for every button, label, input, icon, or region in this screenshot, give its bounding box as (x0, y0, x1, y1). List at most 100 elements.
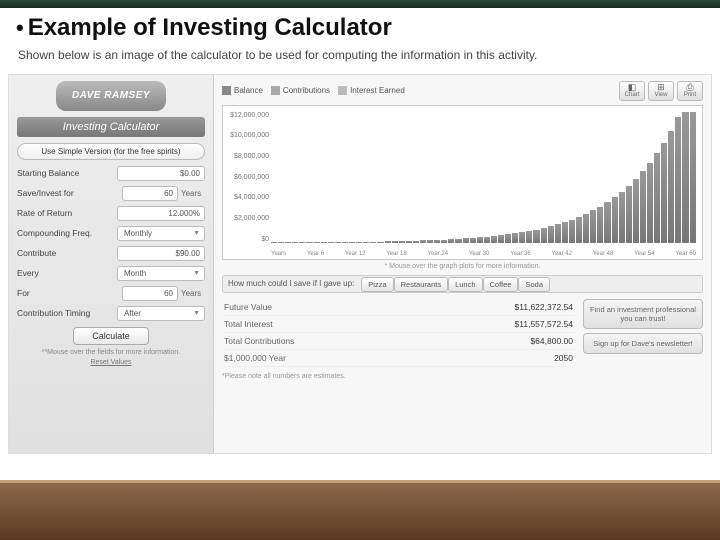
chart-bar (640, 171, 646, 242)
chart-bar (690, 112, 696, 243)
calculator-app: DAVE RAMSEY Investing Calculator Use Sim… (8, 74, 712, 454)
legend-swatch-balance (222, 86, 231, 95)
chart-bar (512, 233, 518, 242)
future-value: $11,622,372.54 (515, 302, 573, 312)
chart-bar (682, 112, 688, 243)
results-panel: Balance Contributions Interest Earned ◧C… (214, 75, 711, 453)
chart-bar (406, 241, 412, 243)
chart-icon: ◧ (628, 83, 637, 92)
chart-bar (427, 240, 433, 242)
save-for-label: Save/Invest for (17, 188, 74, 198)
for-label: For (17, 288, 30, 298)
contribute-input[interactable]: $90.00 (117, 246, 205, 261)
chart-button[interactable]: ◧Chart (619, 81, 645, 101)
chart-bar (477, 237, 483, 242)
every-label: Every (17, 268, 39, 278)
save-for-input[interactable]: 60 (122, 186, 178, 201)
save-chip-coffee[interactable]: Coffee (483, 277, 519, 292)
slide-footer-strip (0, 480, 720, 540)
chart-bar (576, 217, 582, 243)
chart-bar (470, 238, 476, 243)
chevron-down-icon: ▼ (193, 310, 200, 317)
future-value-label: Future Value (224, 302, 272, 312)
save-if-label: How much could I save if I gave up: (228, 279, 354, 288)
legend-swatch-interest (338, 86, 347, 95)
slide-title: Example of Investing Calculator (28, 14, 392, 41)
fields-hint: **Mouse over the fields for more informa… (17, 349, 205, 356)
chart-bar (569, 220, 575, 243)
chart-bar (441, 240, 447, 243)
save-for-suffix: Years (181, 189, 205, 198)
results-footnote: *Please note all numbers are estimates. (222, 373, 575, 380)
chart-bar (590, 210, 596, 242)
timing-label: Contribution Timing (17, 308, 90, 318)
total-contrib-label: Total Contributions (224, 336, 294, 346)
chart-bar (548, 226, 554, 242)
chart-bar (597, 207, 603, 243)
print-icon: ⎙ (686, 83, 693, 92)
chart-bar (370, 242, 376, 243)
chart-bar (668, 131, 674, 243)
chart-bar (519, 232, 525, 242)
compounding-select[interactable]: Monthly▼ (117, 226, 205, 241)
legend-interest: Interest Earned (350, 86, 405, 95)
chart-bar (675, 117, 681, 243)
calculate-button[interactable]: Calculate (73, 327, 149, 345)
chart-hint: * Mouse over the graph plots for more in… (222, 263, 703, 270)
chart-bar (484, 237, 490, 243)
starting-balance-input[interactable]: $0.00 (117, 166, 205, 181)
chart-bar (463, 238, 469, 242)
chart-bar (654, 153, 660, 242)
for-input[interactable]: 60 (122, 286, 178, 301)
chart-bar (505, 234, 511, 242)
intro-text: Shown below is an image of the calculato… (0, 44, 720, 70)
chart-bar (491, 236, 497, 243)
slide-accent-bar (0, 0, 720, 8)
contribute-label: Contribute (17, 248, 56, 258)
print-button[interactable]: ⎙Print (677, 81, 703, 101)
chart-bar (555, 224, 561, 242)
reset-link[interactable]: Reset Values (17, 359, 205, 366)
legend-balance: Balance (234, 86, 263, 95)
results-table: Future Value $11,622,372.54 Total Interes… (222, 299, 575, 380)
chart-bar (377, 242, 383, 243)
save-chip-lunch[interactable]: Lunch (448, 277, 482, 292)
chart-bar (448, 239, 454, 242)
chart-bar (420, 240, 426, 242)
save-chip-restaurants[interactable]: Restaurants (394, 277, 448, 292)
growth-chart[interactable]: $12,000,000$10,000,000$8,000,000$6,000,0… (222, 105, 703, 260)
chart-bar (335, 242, 341, 243)
cta-find-pro[interactable]: Find an investment professional you can … (583, 299, 703, 329)
chevron-down-icon: ▼ (193, 230, 200, 237)
chart-bar (392, 241, 398, 242)
chart-bar (526, 231, 532, 243)
every-select[interactable]: Month▼ (117, 266, 205, 281)
view-button[interactable]: ⊞View (648, 81, 674, 101)
total-interest-label: Total Interest (224, 319, 273, 329)
chart-bar (356, 242, 362, 243)
chart-bar (661, 143, 667, 243)
legend-swatch-contrib (271, 86, 280, 95)
input-panel: DAVE RAMSEY Investing Calculator Use Sim… (9, 75, 214, 453)
chart-bar (633, 179, 639, 243)
use-simple-button[interactable]: Use Simple Version (for the free spirits… (17, 143, 205, 160)
chart-bar (562, 222, 568, 242)
chart-bar (399, 241, 405, 243)
chart-bar (498, 235, 504, 242)
cta-newsletter[interactable]: Sign up for Dave's newsletter! (583, 333, 703, 354)
million-year-label: $1,000,000 Year (224, 353, 286, 363)
save-chip-soda[interactable]: Soda (518, 277, 550, 292)
chart-bar (434, 240, 440, 243)
rate-label: Rate of Return (17, 208, 72, 218)
panel-title: Investing Calculator (17, 117, 205, 137)
rate-input[interactable]: 12.000% (117, 206, 205, 221)
chart-bar (626, 186, 632, 243)
chart-bar (413, 241, 419, 243)
total-contrib: $64,800.00 (530, 336, 573, 346)
timing-select[interactable]: After▼ (117, 306, 205, 321)
save-chip-pizza[interactable]: Pizza (361, 277, 393, 292)
compounding-label: Compounding Freq. (17, 228, 92, 238)
legend-contributions: Contributions (283, 86, 330, 95)
chart-y-axis: $12,000,000$10,000,000$8,000,000$6,000,0… (225, 112, 269, 243)
save-if-row: How much could I save if I gave up: Pizz… (222, 275, 703, 293)
